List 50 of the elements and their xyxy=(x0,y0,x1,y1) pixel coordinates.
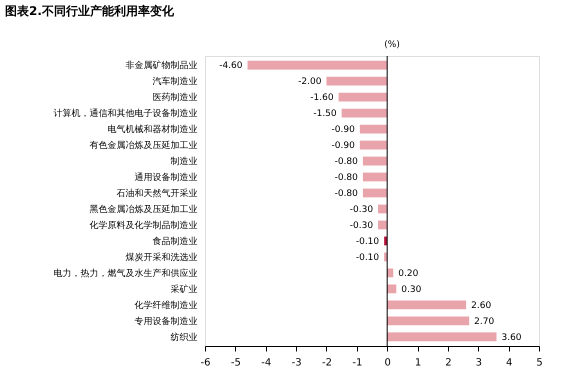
y-tick-label: 医药制造业 xyxy=(152,92,198,104)
data-label: -1.50 xyxy=(313,109,337,120)
y-tick-label: 食品制造业 xyxy=(152,236,198,247)
data-label: -0.30 xyxy=(350,204,374,215)
data-label: -0.80 xyxy=(334,189,358,200)
data-label: -0.10 xyxy=(356,252,380,263)
y-tick-label: 电力，热力，燃气及水生产和供应业 xyxy=(54,268,198,279)
y-tick-label: 计算机，通信和其他电子设备制造业 xyxy=(54,108,198,120)
y-tick-label: 石油和天然气开采业 xyxy=(116,188,198,200)
data-label: 0.20 xyxy=(398,268,419,279)
data-label: -0.90 xyxy=(332,141,356,152)
data-label: 3.60 xyxy=(501,332,522,343)
x-tick-label: -4 xyxy=(261,358,272,368)
y-tick-label: 有色金属冶炼及压延加工业 xyxy=(90,140,198,152)
data-label: 2.70 xyxy=(474,316,494,327)
x-tick-label: 0 xyxy=(384,358,391,368)
x-axis-title: (%) xyxy=(384,40,400,50)
data-label: -0.30 xyxy=(350,220,374,231)
y-tick-label: 纺织业 xyxy=(170,332,198,343)
x-tick-label: -6 xyxy=(200,358,210,368)
x-tick-label: 4 xyxy=(506,358,512,368)
data-label: -0.10 xyxy=(356,236,380,247)
x-tick-label: 2 xyxy=(445,358,452,368)
data-label: 0.30 xyxy=(401,284,422,295)
x-tick-label: 5 xyxy=(536,358,543,368)
data-label: -2.00 xyxy=(298,77,322,88)
y-tick-label: 制造业 xyxy=(170,156,198,168)
data-label: 2.60 xyxy=(471,300,492,311)
data-label: -0.90 xyxy=(332,125,356,136)
y-tick-label: 通用设备制造业 xyxy=(134,172,198,184)
y-tick-label: 汽车制造业 xyxy=(152,76,198,88)
x-tick-label: 1 xyxy=(414,358,422,368)
x-tick-label: -1 xyxy=(352,358,362,368)
y-tick-label: 电气机械和器材制造业 xyxy=(108,124,198,136)
x-tick-label: 3 xyxy=(476,358,482,368)
y-tick-label: 黑色金属冶炼及压延加工业 xyxy=(90,204,198,215)
y-tick-label: 非金属矿物制品业 xyxy=(126,60,198,72)
y-tick-label: 采矿业 xyxy=(170,284,198,295)
x-tick-label: -3 xyxy=(292,358,302,368)
data-label: -0.80 xyxy=(334,173,358,184)
y-tick-label: 煤炭开采和洗选业 xyxy=(126,252,198,263)
y-tick-label: 化学原料及化学制品制造业 xyxy=(90,220,198,231)
text: 图表2.不同行业产能利用率变化 xyxy=(5,4,175,18)
data-label: -4.60 xyxy=(219,61,243,72)
data-label: -0.80 xyxy=(334,157,358,168)
x-tick-label: -2 xyxy=(322,358,332,368)
y-tick-label: 专用设备制造业 xyxy=(134,316,198,327)
data-label: -1.60 xyxy=(310,93,334,104)
x-tick-label: -5 xyxy=(230,358,241,368)
y-tick-label: 化学纤维制造业 xyxy=(134,300,198,311)
